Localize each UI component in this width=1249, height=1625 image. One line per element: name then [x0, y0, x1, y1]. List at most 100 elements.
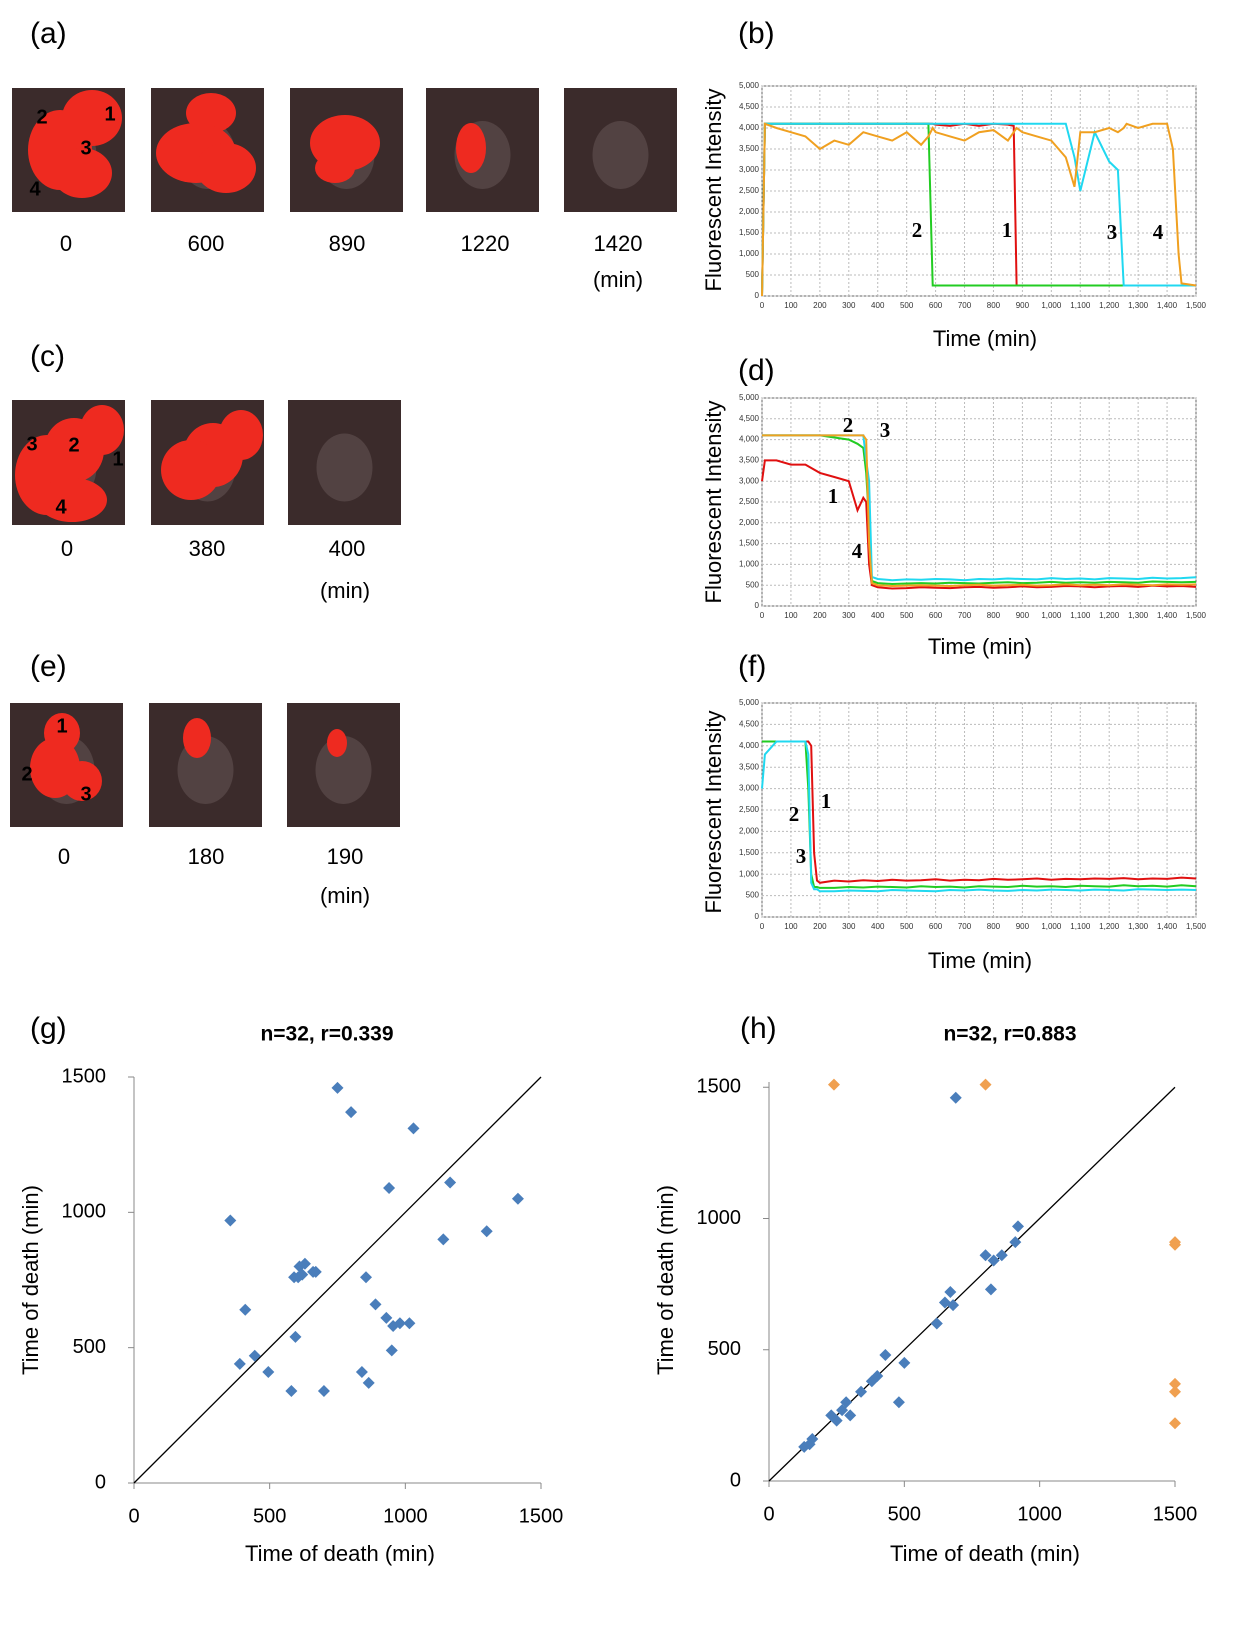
data-point	[239, 1303, 252, 1316]
y-axis-label: Time of death (min)	[18, 1185, 43, 1375]
y-tick-label: 500	[746, 580, 760, 589]
chart-title: n=32, r=0.883	[943, 1023, 1076, 1046]
series-line	[762, 740, 1197, 884]
data-point	[331, 1081, 344, 1094]
data-point	[393, 1317, 406, 1330]
series-line	[761, 740, 1197, 893]
time-label: 600	[188, 231, 225, 256]
y-tick-label: 3,000	[739, 784, 760, 793]
x-axis-label: Time of death (min)	[890, 1541, 1080, 1566]
series-label: 3	[796, 844, 807, 868]
data-point	[984, 1283, 997, 1296]
cell-label: 2	[36, 106, 47, 128]
x-tick-label: 900	[1016, 611, 1030, 620]
identity-line	[133, 1076, 542, 1484]
cell-label: 3	[80, 783, 91, 805]
data-point	[511, 1192, 524, 1205]
x-tick-label: 700	[958, 922, 972, 931]
data-point	[296, 1268, 309, 1281]
cell-outline	[315, 736, 372, 804]
x-tick-label: 0	[128, 1505, 139, 1527]
data-point	[309, 1265, 322, 1278]
time-unit: (min)	[320, 883, 370, 908]
data-point	[1169, 1417, 1181, 1430]
data-point	[855, 1385, 868, 1398]
data-point	[930, 1317, 943, 1330]
time-label: 0	[58, 844, 70, 869]
y-tick-label: 500	[746, 270, 760, 279]
x-tick-label: 1,200	[1099, 611, 1120, 620]
time-label: 0	[60, 231, 72, 256]
x-tick-label: 1,500	[1186, 922, 1207, 931]
series-label: 2	[789, 802, 800, 826]
x-tick-label: 1,400	[1157, 922, 1178, 931]
y-tick-label: 4,500	[739, 720, 760, 729]
data-point	[437, 1233, 450, 1246]
series-label: 2	[843, 413, 854, 437]
y-tick-label: 1,500	[739, 539, 760, 548]
y-tick-label: 2,000	[739, 518, 760, 527]
panel-label: (a)	[30, 17, 67, 50]
y-tick-label: 3,500	[739, 144, 760, 153]
series-line	[761, 122, 1196, 297]
y-tick-label: 1500	[697, 1076, 742, 1098]
x-tick-label: 1,000	[1041, 301, 1062, 310]
series-label: 2	[912, 218, 923, 242]
y-tick-label: 3,000	[739, 165, 760, 174]
cell-nucleus	[186, 93, 236, 133]
y-axis-label: Time of death (min)	[653, 1185, 678, 1375]
x-axis-label: Time (min)	[928, 634, 1032, 659]
y-tick-label: 2,500	[739, 805, 760, 814]
data-point	[285, 1384, 298, 1397]
cell-label: 1	[104, 103, 115, 125]
cell-nucleus	[161, 440, 221, 500]
time-label: 0	[61, 536, 73, 561]
x-tick-label: 0	[763, 1503, 774, 1525]
x-tick-label: 1000	[1017, 1503, 1062, 1525]
data-point	[871, 1370, 884, 1382]
data-point	[944, 1286, 957, 1298]
y-tick-label: 1000	[697, 1207, 742, 1229]
panel-label: (c)	[30, 340, 65, 373]
panel-label: (d)	[738, 354, 775, 387]
x-tick-label: 100	[784, 922, 798, 931]
x-tick-label: 600	[929, 301, 943, 310]
identity-line	[768, 1086, 1176, 1482]
data-point	[898, 1356, 911, 1369]
x-tick-label: 800	[987, 922, 1001, 931]
time-label: 190	[327, 844, 364, 869]
time-label: 180	[188, 844, 225, 869]
x-tick-label: 800	[987, 611, 1001, 620]
y-tick-label: 4,000	[739, 123, 760, 132]
x-tick-label: 700	[958, 301, 972, 310]
x-tick-label: 1,200	[1099, 301, 1120, 310]
cell-label: 2	[68, 434, 79, 456]
y-tick-label: 500	[746, 891, 760, 900]
x-tick-label: 500	[900, 922, 914, 931]
x-axis-label: Time (min)	[928, 948, 1032, 973]
data-point	[298, 1257, 311, 1270]
data-point	[380, 1311, 393, 1324]
series-label: 1	[821, 789, 832, 813]
x-tick-label: 1500	[519, 1505, 564, 1527]
cell-label: 4	[55, 496, 67, 518]
y-tick-label: 0	[95, 1471, 106, 1493]
x-tick-label: 300	[842, 611, 856, 620]
series-line	[762, 434, 1197, 588]
x-tick-label: 1,300	[1128, 301, 1149, 310]
x-tick-label: 1,500	[1186, 301, 1207, 310]
y-tick-label: 2,500	[739, 186, 760, 195]
y-tick-label: 1,500	[739, 228, 760, 237]
data-point	[289, 1330, 302, 1343]
time-unit: (min)	[320, 578, 370, 603]
data-point	[317, 1384, 330, 1397]
x-tick-label: 600	[929, 611, 943, 620]
data-point	[979, 1249, 992, 1262]
data-point	[1169, 1385, 1181, 1398]
y-tick-label: 3,500	[739, 456, 760, 465]
data-point	[359, 1271, 372, 1284]
cell-nucleus	[327, 729, 347, 757]
time-label: 1420	[594, 231, 643, 256]
y-axis-label: Fluorescent Intensity	[701, 711, 726, 914]
data-point	[987, 1254, 1000, 1267]
